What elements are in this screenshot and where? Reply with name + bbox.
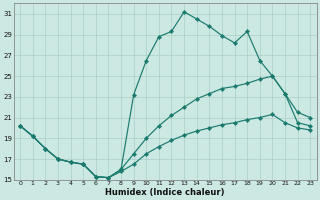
X-axis label: Humidex (Indice chaleur): Humidex (Indice chaleur) bbox=[106, 188, 225, 197]
